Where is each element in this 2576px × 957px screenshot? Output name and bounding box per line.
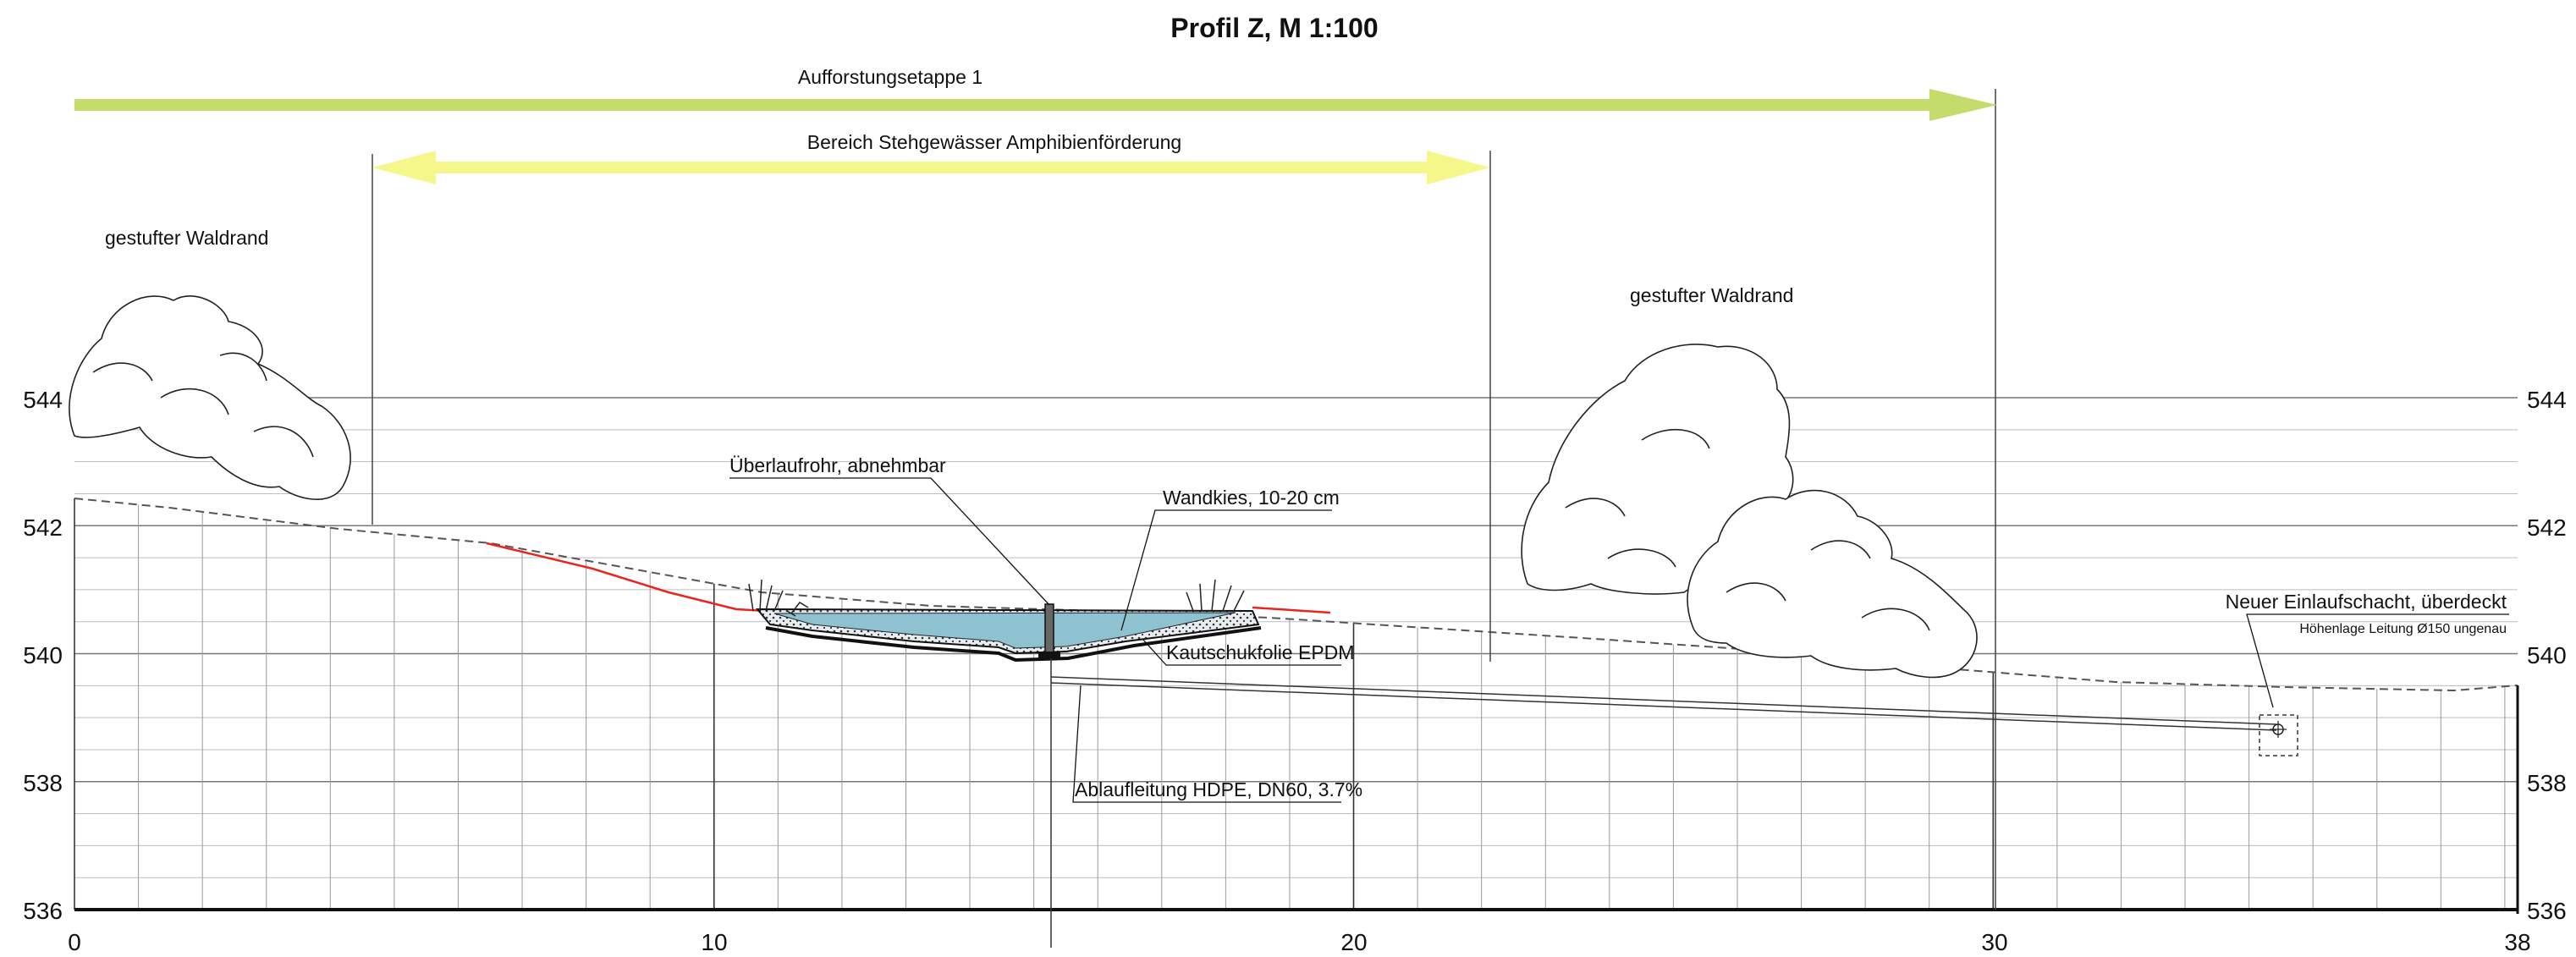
y-tick-right: 536 [2527,898,2567,924]
vertical-grid [74,498,2506,910]
liner-label: Kautschukfolie EPDM [1166,641,1354,663]
inlet-note-label: Höhenlage Leitung Ø150 ungenau [2299,622,2507,636]
x-tick: 20 [1340,929,1367,955]
inlet-shaft-label: Neuer Einlaufschacht, überdeckt [2226,591,2507,613]
pond-area-arrow [372,151,1490,184]
y-axis-right: 544 542 540 538 536 [2527,387,2567,924]
water-body [773,612,1236,649]
tree-right-front-icon [1687,489,1978,679]
pond [748,579,1262,663]
liner [765,626,1262,663]
y-tick-right: 540 [2527,642,2567,668]
afforestation-arrow [74,89,1997,121]
wall-gravel-label: Wandkies, 10-20 cm [1163,487,1340,509]
overflow-pipe-label: Überlaufrohr, abnehmbar [729,454,946,476]
y-tick-left: 536 [23,898,63,924]
annotation-leaders [729,477,2509,803]
tree-left-icon [69,295,351,500]
x-tick: 38 [2504,929,2530,955]
existing-terrain-line [74,498,2518,692]
y-tick-left: 544 [23,387,63,413]
y-tick-right: 544 [2527,387,2567,413]
reeds-right-icon [1186,579,1245,612]
x-tick: 0 [68,929,81,955]
x-tick: 10 [701,929,727,955]
drawing-title: Profil Z, M 1:100 [1170,13,1378,43]
vegetation-left-label: gestufter Waldrand [105,227,268,249]
x-tick: 30 [1981,929,2007,955]
y-tick-left: 540 [23,642,63,668]
new-terrain-line [486,542,1331,614]
drain-fitting [1038,652,1060,660]
y-tick-left: 542 [23,514,63,541]
pond-area-label: Bereich Stehgewässer Amphibienförderung [807,131,1181,153]
y-tick-right: 542 [2527,514,2567,541]
reeds-left-icon [748,579,809,617]
inlet-shaft [2259,714,2298,756]
drain-pipe-label: Ablaufleitung HDPE, DN60, 3.7% [1075,778,1362,800]
vegetation-right-label: gestufter Waldrand [1630,284,1793,306]
y-tick-right: 538 [2527,770,2567,796]
y-tick-left: 538 [23,770,63,796]
drain-pipe [1050,658,2277,948]
overflow-pipe [1044,603,1054,654]
afforestation-label: Aufforstungsetappe 1 [798,66,983,88]
y-axis-left: 544 542 540 538 536 [23,387,63,924]
x-axis: 0 10 20 30 38 [68,929,2530,955]
